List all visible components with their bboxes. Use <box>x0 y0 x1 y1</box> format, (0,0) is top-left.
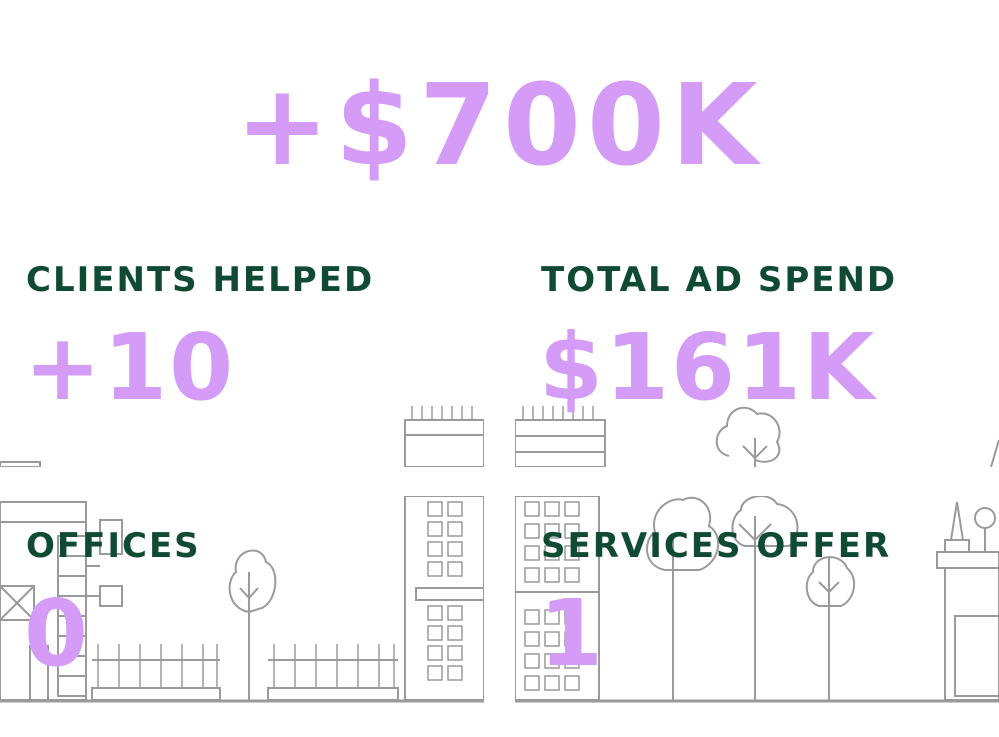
hero-total: +$700K <box>235 61 764 191</box>
stat-tile-offices: OFFICES 0 <box>0 496 484 707</box>
city-illustration <box>515 406 999 467</box>
stat-tile-services: SERVICES OFFER 1 <box>515 496 999 707</box>
stat-label: TOTAL AD SPEND <box>541 260 898 300</box>
city-illustration <box>0 406 484 467</box>
stat-value: +10 <box>24 314 236 421</box>
stat-tile-ad-spend: TOTAL AD SPEND $161K <box>515 230 999 467</box>
stat-label: SERVICES OFFER <box>541 526 892 566</box>
stat-label: OFFICES <box>26 526 201 566</box>
stat-value: $161K <box>539 314 877 421</box>
stat-label: CLIENTS HELPED <box>26 260 375 300</box>
stat-value: 1 <box>539 580 606 687</box>
city-illustration <box>0 496 484 703</box>
stat-tile-clients: CLIENTS HELPED +10 <box>0 230 484 467</box>
stat-value: 0 <box>24 580 91 687</box>
city-illustration <box>515 496 999 703</box>
